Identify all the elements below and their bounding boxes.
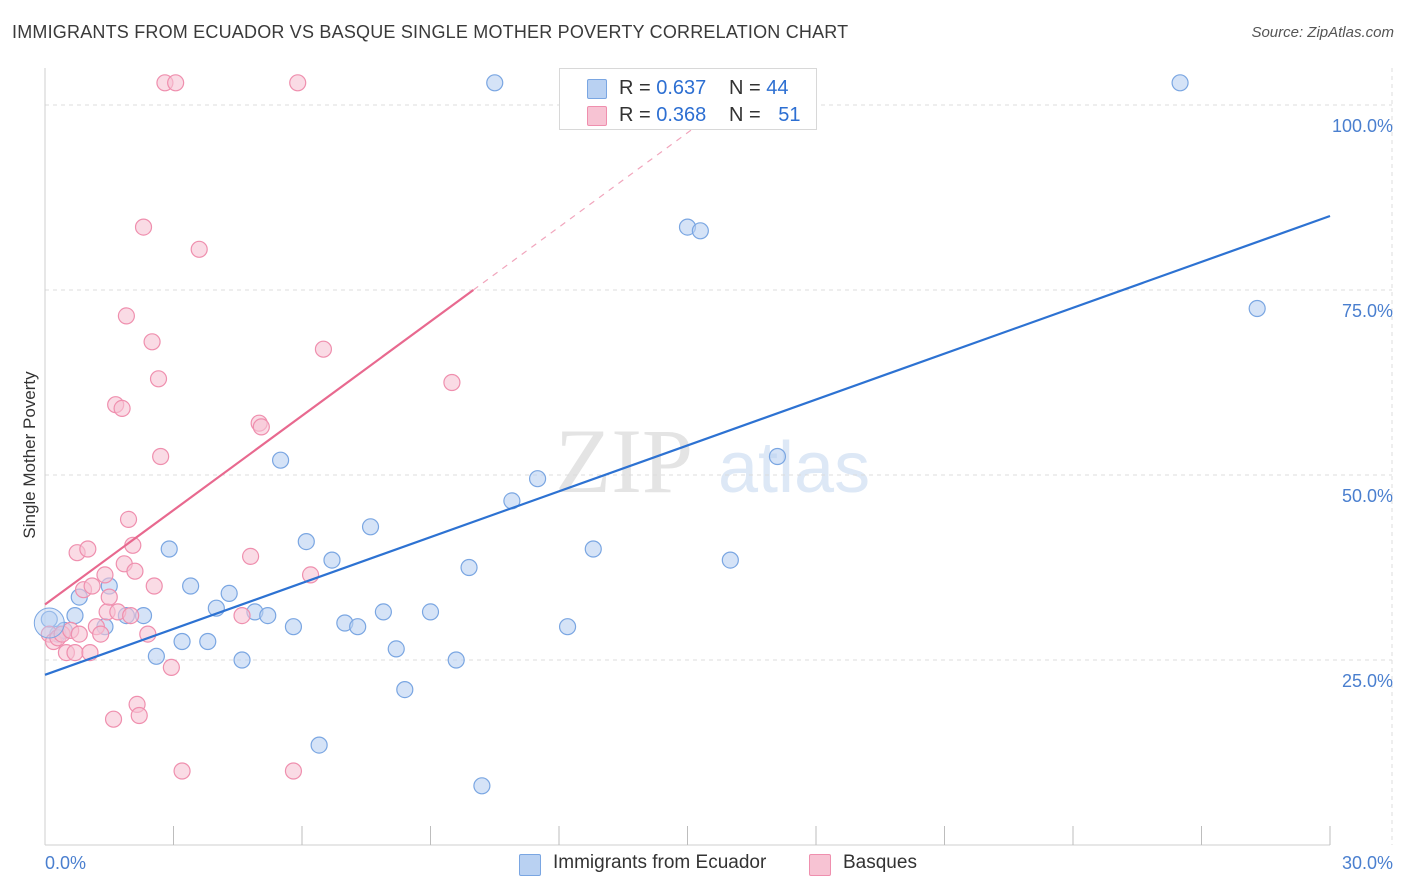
ecuador-point-40: [691, 222, 709, 240]
basques-trend-line: [44, 289, 474, 606]
grid-lines: [45, 68, 1393, 845]
legend-r-basques: R = 0.368: [619, 104, 707, 126]
basques-point-40: [190, 240, 208, 258]
basques-point-42: [242, 547, 260, 566]
ecuador-point-37: [558, 618, 577, 636]
watermark-zip: ZIP: [555, 410, 693, 512]
ecuador-point-30: [421, 603, 440, 621]
ecuador-cluster-point: [33, 607, 65, 639]
ecuador-point-28: [387, 640, 405, 658]
basques-point-30: [134, 218, 153, 236]
basques-trend-extension: [472, 100, 731, 291]
x-tick-label-0: 0.0%: [45, 853, 86, 873]
legend-n-basques: N = 51: [729, 104, 801, 126]
basques-point-35: [152, 447, 170, 466]
basques-point-6: [66, 643, 84, 662]
basques-point-18: [104, 710, 123, 728]
ecuador-point-38: [584, 540, 602, 558]
ecuador-point-23: [323, 551, 341, 569]
ecuador-point-27: [374, 603, 392, 621]
y-tick-label-75: 75.0%: [1342, 301, 1393, 321]
basques-point-12: [83, 577, 101, 595]
basques-point-37: [162, 658, 180, 677]
ecuador-point-12: [182, 577, 200, 595]
basques-point-17: [100, 588, 118, 606]
y-tick-label-100: 100.0%: [1332, 116, 1393, 136]
basques-point-48: [314, 340, 333, 358]
ecuador-point-19: [271, 451, 290, 469]
ecuador-point-42: [768, 447, 787, 466]
ecuador-point-43: [1171, 74, 1189, 92]
axes: [44, 68, 1331, 846]
legend-n-ecuador: N = 44: [729, 77, 789, 99]
basques-point-27: [126, 562, 144, 580]
basques-point-23: [117, 307, 135, 325]
legend-r-ecuador: R = 0.637: [619, 77, 707, 99]
basques-point-46: [289, 74, 307, 92]
x-tick-label-30: 30.0%: [1342, 853, 1393, 873]
legend-swatch-blue: [587, 79, 607, 99]
y-tick-label-25: 25.0%: [1342, 671, 1393, 691]
ecuador-point-34: [486, 74, 504, 92]
basques-point-49: [443, 373, 461, 392]
ecuador-point-15: [220, 584, 238, 603]
ecuador-point-3: [66, 606, 84, 625]
ecuador-point-16: [233, 651, 251, 669]
ecuador-point-32: [460, 558, 478, 577]
chart-title: IMMIGRANTS FROM ECUADOR VS BASQUE SINGLE…: [12, 22, 849, 42]
series-label-ecuador: Immigrants from Ecuador: [553, 852, 767, 873]
basques-point-39: [173, 762, 191, 780]
ecuador-point-11: [173, 632, 191, 651]
basques-point-10: [79, 540, 97, 558]
basques-point-29: [130, 706, 148, 725]
series-label-basques: Basques: [843, 852, 917, 873]
tick-labels: 25.0% 50.0% 75.0% 100.0% 0.0% 30.0%: [45, 116, 1393, 873]
y-axis-title: Single Mother Poverty: [20, 371, 39, 539]
basques-point-45: [284, 762, 303, 780]
source-note: Source: ZipAtlas.com: [1251, 24, 1394, 41]
ecuador-point-21: [297, 532, 315, 551]
correlation-legend: R = 0.637 N = 44 R = 0.368 N = 51: [559, 68, 817, 130]
series-swatch-blue: [519, 854, 541, 876]
ecuador-point-36: [528, 470, 547, 488]
ecuador-point-41: [721, 551, 739, 569]
ecuador-point-18: [259, 606, 277, 625]
ecuador-point-33: [473, 777, 491, 795]
ecuador-point-31: [447, 651, 465, 669]
basques-point-25: [122, 606, 140, 625]
ecuador-point-25: [349, 618, 367, 636]
ecuador-point-20: [284, 618, 303, 636]
ecuador-point-9: [147, 647, 165, 665]
basques-point-33: [145, 577, 163, 595]
ecuador-point-26: [361, 518, 380, 536]
data-points: [33, 74, 1266, 795]
ecuador-point-44: [1248, 299, 1266, 318]
ecuador-point-29: [396, 680, 414, 699]
legend-swatch-pink: [587, 106, 607, 126]
basques-point-41: [233, 606, 251, 625]
watermark: ZIP atlas: [555, 410, 870, 512]
basques-point-15: [96, 566, 114, 584]
series-swatch-pink: [809, 854, 831, 876]
trend-lines: [44, 100, 1331, 676]
basques-point-8: [70, 625, 88, 643]
ecuador-trend-line: [44, 214, 1331, 676]
basques-point-44: [252, 418, 270, 436]
basques-point-21: [113, 399, 131, 417]
watermark-atlas: atlas: [718, 428, 870, 508]
y-tick-label-50: 50.0%: [1342, 486, 1393, 506]
ecuador-point-10: [160, 540, 178, 558]
basques-point-32: [143, 333, 161, 351]
ecuador-point-13: [199, 632, 217, 651]
basques-point-24: [119, 510, 138, 529]
series-legend: Immigrants from Ecuador Basques: [0, 851, 1406, 879]
basques-point-38: [167, 74, 185, 92]
basques-point-34: [149, 370, 168, 388]
ecuador-point-22: [310, 736, 328, 754]
basques-point-14: [92, 625, 110, 643]
